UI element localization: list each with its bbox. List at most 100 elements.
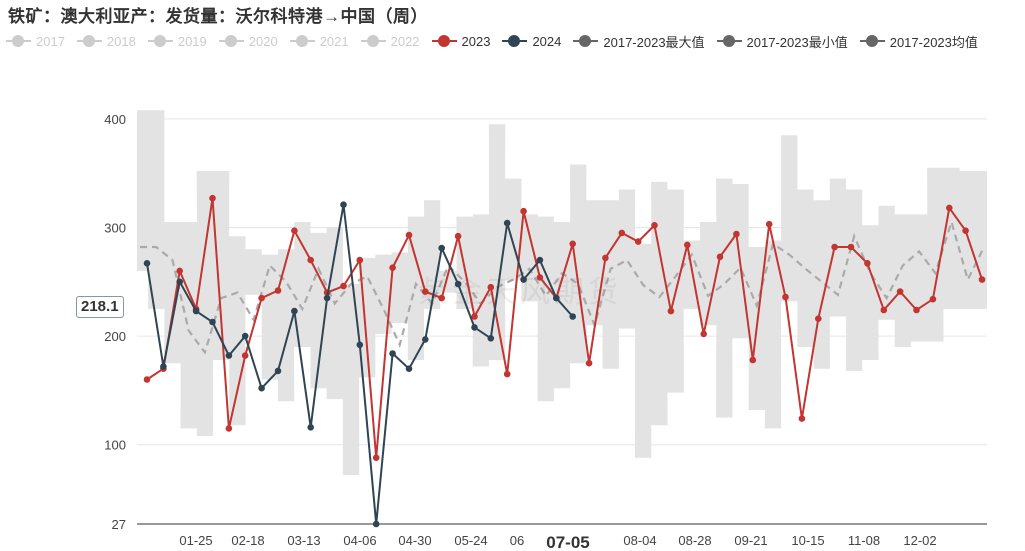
data-point-2023 [978, 276, 986, 283]
data-point-2023 [258, 294, 265, 302]
data-point-2023 [176, 267, 183, 275]
legend-label: 2019 [177, 33, 207, 49]
data-point-2024 [438, 244, 446, 252]
data-point-2023 [438, 294, 446, 302]
x-tick-label: 02-18 [231, 533, 264, 548]
data-point-2024 [274, 367, 282, 375]
legend-label: 2022 [390, 33, 420, 49]
legend-item-9[interactable]: 2017-2023最小值 [716, 32, 848, 50]
legend-marker-icon [431, 34, 457, 48]
data-point-2023 [929, 295, 937, 303]
data-point-2024 [241, 332, 249, 340]
data-point-2023 [602, 254, 609, 262]
chart-title: 铁矿：澳大利亚产：发货量：沃尔科特港→中国（周） [8, 7, 428, 26]
data-point-2023 [274, 287, 282, 294]
data-point-2023 [700, 330, 708, 338]
data-point-2023 [389, 264, 396, 272]
data-point-2024 [405, 365, 413, 373]
data-point-2023 [143, 376, 151, 383]
data-point-2023 [962, 227, 969, 234]
data-point-2023 [684, 241, 691, 249]
legend-item-5[interactable]: 2022 [360, 32, 420, 50]
data-point-2023 [847, 243, 855, 251]
data-point-2024 [422, 336, 429, 343]
series-line-2023 [146, 198, 983, 458]
data-point-2023 [733, 230, 740, 238]
data-point-2024 [372, 520, 380, 528]
data-point-2024 [192, 307, 200, 315]
legend-marker-icon [6, 34, 31, 48]
watermark: 紫金天风期货 [418, 275, 622, 310]
data-point-2024 [225, 352, 233, 359]
data-point-2023 [880, 306, 888, 314]
legend-item-6[interactable]: 2023 [431, 32, 491, 50]
legend-item-8[interactable]: 2017-2023最大值 [573, 32, 705, 50]
data-point-2024 [553, 294, 560, 302]
data-point-2023 [798, 415, 806, 422]
series-line-mean [140, 218, 985, 355]
x-tick-label: 01-25 [179, 533, 212, 548]
legend-marker-icon [502, 34, 528, 48]
chart-legend: 2017 2018 2019 2020 2021 2022 2023 2024 2017-202… [6, 32, 1021, 50]
data-point-2023 [634, 238, 642, 245]
data-point-2023 [536, 274, 544, 281]
x-tick-label: 07-05 [546, 533, 589, 551]
data-point-2024 [307, 424, 315, 431]
legend-marker-icon [76, 34, 102, 48]
data-point-2023 [291, 227, 298, 234]
data-point-2024 [503, 219, 511, 227]
y-tick-label: 27 [112, 517, 126, 532]
legend-item-3[interactable]: 2020 [218, 32, 278, 50]
x-tick-label: 10-15 [791, 533, 824, 548]
x-tick-label: 08-28 [678, 533, 711, 548]
data-point-2023 [520, 207, 527, 215]
data-point-2024 [536, 256, 544, 264]
legend-label: 2017-2023最大值 [603, 34, 705, 50]
data-point-2024 [487, 335, 495, 342]
data-point-2024 [209, 318, 216, 326]
legend-item-10[interactable]: 2017-2023均值 [859, 32, 978, 50]
data-point-2023 [716, 253, 724, 261]
x-tick-label: 03-13 [287, 533, 320, 548]
x-tick-label: 11-08 [848, 533, 880, 548]
legend-label: 2017-2023最小值 [746, 34, 848, 50]
legend-label: 2020 [248, 33, 278, 49]
data-point-2023 [225, 425, 233, 432]
data-point-2023 [896, 288, 904, 295]
data-point-2024 [143, 260, 151, 267]
legend-item-4[interactable]: 2021 [289, 32, 349, 50]
x-tick-label: 09-21 [734, 533, 767, 548]
axis-pointer-label: 218.1 [76, 296, 124, 318]
legend-item-2[interactable]: 2019 [147, 32, 207, 50]
legend-marker-icon [360, 34, 386, 48]
legend-item-1[interactable]: 2018 [76, 32, 136, 50]
data-point-2024 [520, 276, 527, 283]
data-point-2023 [372, 454, 380, 462]
y-tick-label: 300 [104, 220, 126, 235]
data-point-2023 [585, 359, 593, 367]
x-tick-label: 04-06 [343, 533, 376, 548]
data-point-2024 [323, 294, 331, 302]
data-point-2023 [815, 315, 822, 323]
data-point-2024 [176, 278, 183, 286]
data-point-2024 [569, 313, 577, 320]
data-point-2023 [471, 313, 478, 320]
data-point-2023 [569, 240, 577, 248]
legend-marker-icon [859, 34, 885, 48]
data-point-2024 [291, 307, 298, 315]
legend-label: 2023 [461, 33, 491, 49]
legend-label: 2017 [36, 33, 65, 49]
data-point-2024 [389, 350, 396, 357]
legend-label: 2024 [532, 33, 562, 49]
data-point-2023 [782, 293, 789, 301]
legend-marker-icon [573, 34, 599, 48]
legend-label: 2018 [106, 33, 136, 49]
data-point-2023 [667, 307, 675, 315]
legend-item-0[interactable]: 2017 [6, 32, 65, 50]
data-point-2023 [831, 243, 838, 251]
data-point-2024 [356, 341, 364, 349]
x-tick-label: 05-24 [454, 533, 487, 548]
min-max-band [137, 110, 987, 476]
data-point-2023 [913, 306, 920, 314]
legend-item-7[interactable]: 2024 [502, 32, 561, 50]
